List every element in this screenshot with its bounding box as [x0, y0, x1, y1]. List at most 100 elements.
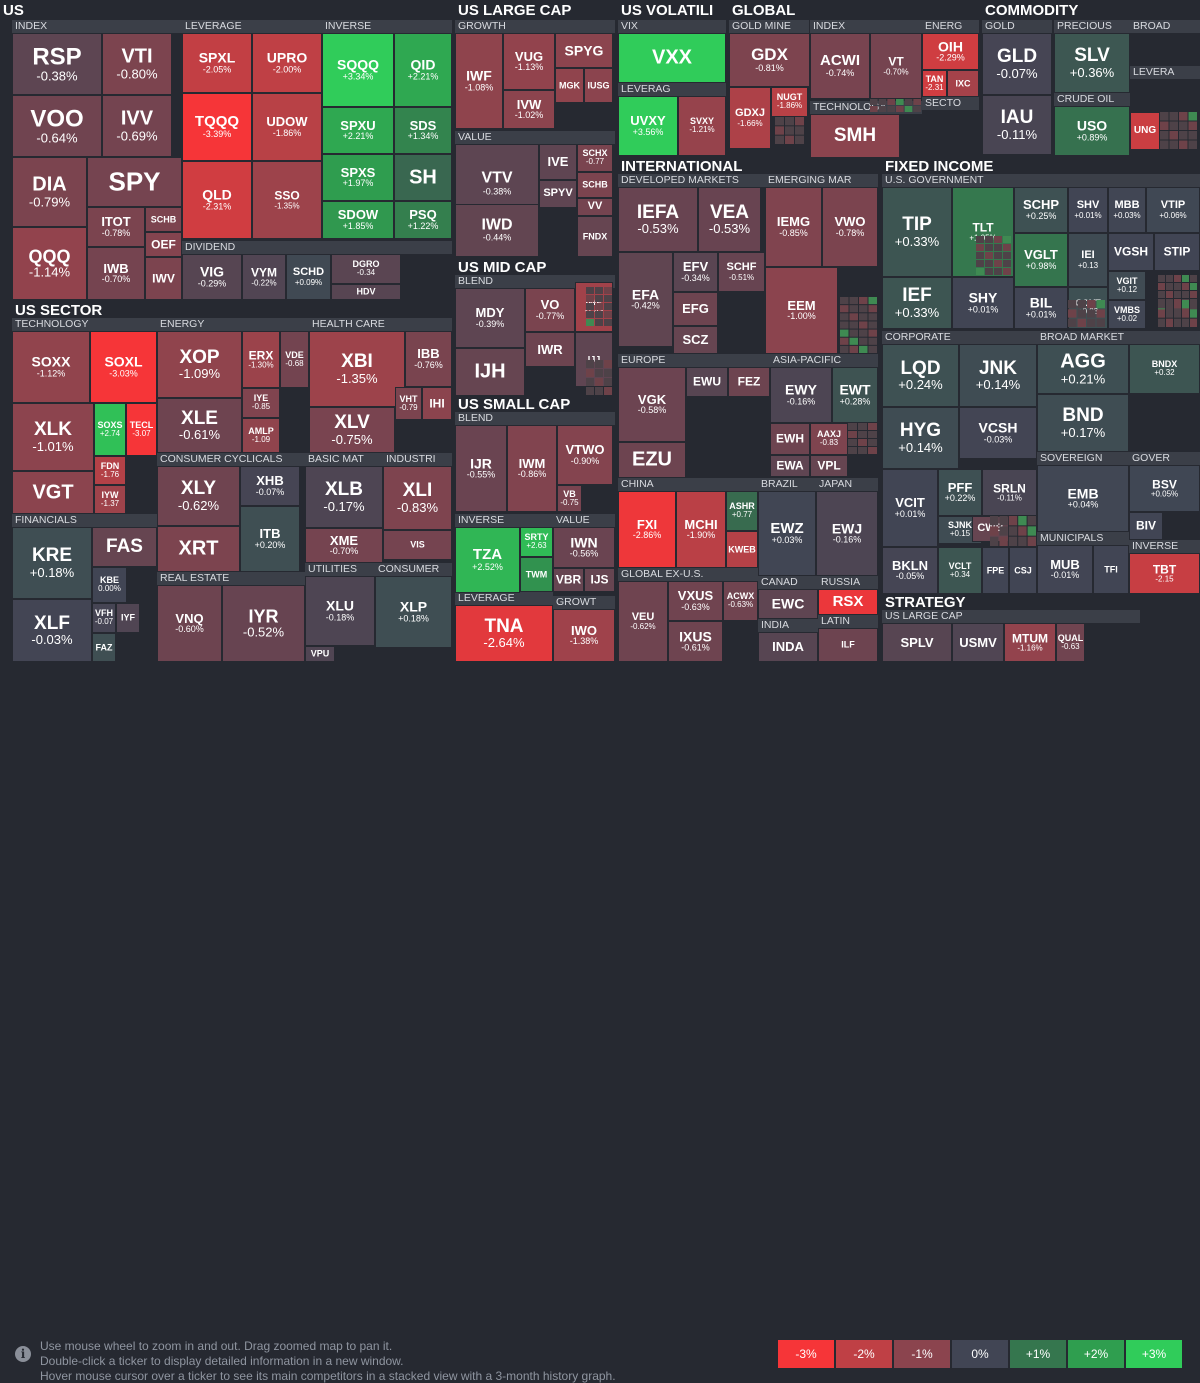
ticker-tile[interactable]: XLB -0.17%: [305, 466, 383, 528]
ticker-tile[interactable]: MTUM -1.16%: [1004, 623, 1056, 662]
ticker-tile[interactable]: IWB -0.70%: [87, 247, 145, 300]
ticker-tile[interactable]: XLF -0.03%: [12, 599, 92, 662]
ticker-tile[interactable]: EWJ -0.16%: [816, 491, 878, 576]
ticker-tile[interactable]: IYW -1.37: [94, 485, 126, 514]
ticker-tile[interactable]: TNA -2.64%: [455, 605, 553, 662]
ticker-tile[interactable]: UNG: [1130, 112, 1160, 150]
ticker-tile[interactable]: IWF -1.08%: [455, 33, 503, 129]
ticker-tile[interactable]: SHV +0.01%: [1068, 187, 1108, 233]
ticker-tile[interactable]: NUGT -1.86%: [771, 87, 808, 117]
ticker-tile[interactable]: XRT: [157, 526, 240, 572]
ticker-tile[interactable]: XLY -0.62%: [157, 466, 240, 526]
ticker-tile[interactable]: AMLP -1.09: [242, 418, 280, 453]
ticker-tile[interactable]: VGIT +0.12: [1108, 271, 1146, 300]
ticker-tile[interactable]: SDOW +1.85%: [322, 201, 394, 239]
ticker-tile[interactable]: VO -0.77%: [525, 288, 575, 332]
ticker-tile[interactable]: ASHR +0.77: [726, 491, 758, 531]
ticker-tile[interactable]: VIG -0.29%: [182, 254, 242, 300]
ticker-tile[interactable]: EFG: [673, 292, 718, 326]
ticker-tile[interactable]: EFV -0.34%: [673, 252, 718, 292]
ticker-tile[interactable]: BIV: [1129, 512, 1163, 540]
ticker-tile[interactable]: TFI: [1093, 545, 1129, 594]
ticker-tile[interactable]: SOXL -3.03%: [90, 331, 157, 403]
ticker-tile[interactable]: XLK -1.01%: [12, 403, 94, 471]
ticker-tile[interactable]: SCZ: [673, 326, 718, 354]
ticker-tile[interactable]: BIL +0.01%: [1014, 287, 1068, 329]
ticker-tile[interactable]: MGK: [555, 68, 584, 103]
ticker-tile[interactable]: XLV -0.75%: [309, 407, 395, 453]
ticker-tile[interactable]: IWN -0.56%: [553, 527, 615, 568]
ticker-tile[interactable]: IEFA -0.53%: [618, 187, 698, 252]
ticker-tile[interactable]: VPU: [305, 646, 335, 662]
ticker-tile[interactable]: VTWO -0.90%: [557, 425, 613, 485]
ticker-tile[interactable]: VWO -0.78%: [822, 187, 878, 267]
ticker-tile[interactable]: KWEB: [726, 531, 758, 568]
ticker-tile[interactable]: VTI -0.80%: [102, 33, 172, 95]
ticker-tile[interactable]: SQQQ +3.34%: [322, 33, 394, 107]
ticker-tile[interactable]: EWZ +0.03%: [758, 491, 816, 576]
ticker-tile[interactable]: SPXS +1.97%: [322, 154, 394, 201]
ticker-tile[interactable]: HYG +0.14%: [882, 407, 959, 469]
ticker-tile[interactable]: VUG -1.13%: [503, 33, 555, 90]
ticker-tile[interactable]: TECL -3.07: [126, 403, 157, 456]
ticker-tile[interactable]: SCHP +0.25%: [1014, 187, 1068, 233]
ticker-tile[interactable]: GDXJ -1.66%: [729, 87, 771, 149]
ticker-tile[interactable]: IXC: [947, 70, 979, 97]
ticker-tile[interactable]: SPXL -2.05%: [182, 33, 252, 93]
ticker-tile[interactable]: TIP +0.33%: [882, 187, 952, 277]
ticker-tile[interactable]: KBE 0.00%: [92, 567, 127, 603]
ticker-tile[interactable]: DIA -0.79%: [12, 157, 87, 227]
ticker-tile[interactable]: XLP +0.18%: [375, 576, 452, 648]
ticker-tile[interactable]: BKLN -0.05%: [882, 547, 938, 594]
ticker-tile[interactable]: VYM -0.22%: [242, 254, 286, 300]
ticker-tile[interactable]: IVV -0.69%: [102, 95, 172, 157]
ticker-tile[interactable]: SSO -1.35%: [252, 161, 322, 239]
ticker-tile[interactable]: IWD -0.44%: [455, 204, 539, 257]
ticker-tile[interactable]: SRTY +2.63: [520, 527, 553, 557]
ticker-tile[interactable]: IWR: [525, 332, 575, 367]
ticker-tile[interactable]: IXUS -0.61%: [668, 621, 723, 662]
ticker-tile[interactable]: IYE -0.85: [242, 388, 280, 418]
ticker-tile[interactable]: VBR: [553, 568, 584, 592]
ticker-tile[interactable]: VXUS -0.63%: [668, 581, 723, 621]
ticker-tile[interactable]: SPLV: [882, 623, 952, 662]
ticker-tile[interactable]: STIP: [1154, 233, 1200, 271]
ticker-tile[interactable]: VGLT +0.98%: [1014, 233, 1068, 287]
ticker-tile[interactable]: TQQQ -3.39%: [182, 93, 252, 161]
ticker-tile[interactable]: EWH: [770, 423, 810, 455]
ticker-tile[interactable]: FXI -2.86%: [618, 491, 676, 568]
ticker-tile[interactable]: TAN -2.31: [922, 70, 947, 97]
ticker-tile[interactable]: IYR -0.52%: [222, 585, 305, 662]
ticker-tile[interactable]: VV: [577, 198, 613, 216]
ticker-tile[interactable]: VPL: [810, 455, 848, 477]
ticker-tile[interactable]: GLD -0.07%: [982, 33, 1052, 95]
ticker-tile[interactable]: QID +2.21%: [394, 33, 452, 107]
ticker-tile[interactable]: XLE -0.61%: [157, 398, 242, 453]
ticker-tile[interactable]: SPXU +2.21%: [322, 107, 394, 154]
ticker-tile[interactable]: SDS +1.34%: [394, 107, 452, 154]
ticker-tile[interactable]: JNK +0.14%: [959, 344, 1037, 407]
ticker-tile[interactable]: EWC: [758, 589, 818, 619]
ticker-tile[interactable]: UVXY +3.56%: [618, 96, 678, 156]
ticker-tile[interactable]: AGG +0.21%: [1037, 344, 1129, 394]
ticker-tile[interactable]: SCHX -0.77: [577, 144, 613, 172]
ticker-tile[interactable]: EMB +0.04%: [1037, 465, 1129, 532]
ticker-tile[interactable]: RSP -0.38%: [12, 33, 102, 95]
ticker-tile[interactable]: VXX: [618, 33, 726, 83]
ticker-tile[interactable]: VCIT +0.01%: [882, 469, 938, 547]
ticker-tile[interactable]: EWA: [770, 455, 810, 477]
ticker-tile[interactable]: XME -0.70%: [305, 528, 383, 563]
ticker-tile[interactable]: INDA: [758, 632, 818, 662]
ticker-tile[interactable]: IAU -0.11%: [982, 95, 1052, 155]
ticker-tile[interactable]: IJH: [455, 348, 525, 396]
ticker-tile[interactable]: BSV +0.05%: [1129, 465, 1200, 512]
ticker-tile[interactable]: VT -0.70%: [870, 33, 922, 99]
ticker-tile[interactable]: XOP -1.09%: [157, 331, 242, 398]
ticker-tile[interactable]: SPYV: [539, 180, 577, 208]
ticker-tile[interactable]: VGK -0.58%: [618, 367, 686, 442]
ticker-tile[interactable]: VTIP +0.06%: [1146, 187, 1200, 233]
ticker-tile[interactable]: FAS: [92, 527, 157, 567]
ticker-tile[interactable]: VNQ -0.60%: [157, 585, 222, 662]
ticker-tile[interactable]: FDN -1.76: [94, 456, 126, 485]
ticker-tile[interactable]: IVW -1.02%: [503, 90, 555, 129]
